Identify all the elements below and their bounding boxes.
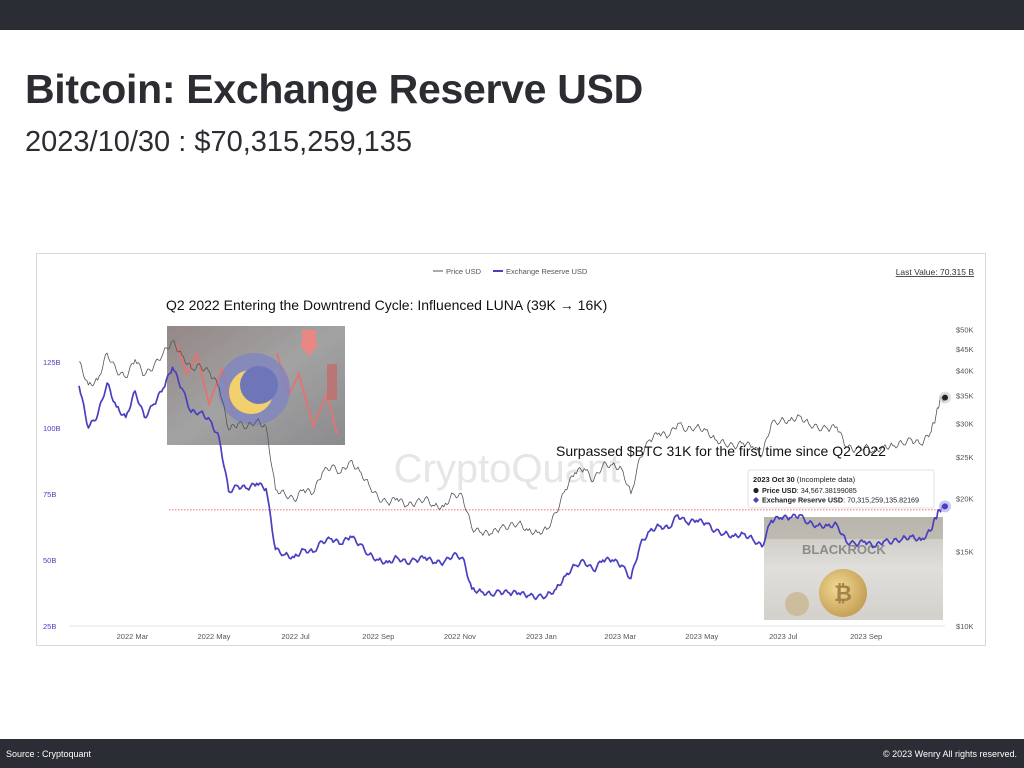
y-left-tick-label: 75B — [43, 490, 56, 499]
y-right-tick-label: $50K — [956, 326, 974, 335]
y-left-tick-label: 125B — [43, 358, 61, 367]
y-right-tick-label: $40K — [956, 367, 974, 376]
x-tick-label: 2023 Sep — [850, 632, 882, 641]
footer-bar: Source : Cryptoquant © 2023 Wenry All ri… — [0, 739, 1024, 768]
exchange-reserve-line[interactable] — [78, 366, 946, 601]
x-tick-label: 2023 Mar — [604, 632, 636, 641]
svg-text:Price USD: 34,567.38199085: Price USD: 34,567.38199085 — [762, 486, 857, 495]
x-tick-label: 2023 Jan — [526, 632, 557, 641]
top-bar — [0, 0, 1024, 30]
x-tick-label: 2022 Sep — [362, 632, 394, 641]
svg-text:BLACKROCK: BLACKROCK — [802, 542, 886, 557]
annotation-luna: Q2 2022 Entering the Downtrend Cycle: In… — [166, 297, 607, 313]
legend-item-price[interactable]: Price USD — [433, 267, 482, 276]
x-tick-label: 2022 Nov — [444, 632, 476, 641]
x-tick-label: 2022 May — [198, 632, 231, 641]
chart-panel: Price USD Exchange Reserve USD Last Valu… — [36, 253, 986, 646]
luna-crash-image — [167, 326, 345, 445]
x-tick-label: 2022 Mar — [117, 632, 149, 641]
y-left-tick-label: 25B — [43, 622, 56, 631]
legend-item-reserve[interactable]: Exchange Reserve USD — [493, 267, 588, 276]
chart-legend: Price USD Exchange Reserve USD — [433, 267, 588, 276]
watermark: CryptoQuant — [394, 447, 621, 491]
y-right-tick-label: $30K — [956, 420, 974, 429]
exchange-reserve-chart[interactable]: Price USD Exchange Reserve USD Last Valu… — [37, 254, 985, 645]
y-right-tick-label: $25K — [956, 453, 974, 462]
svg-text:Price USD: Price USD — [446, 267, 482, 276]
y-right-tick-label: $10K — [956, 622, 974, 631]
footer-copyright: © 2023 Wenry All rights reserved. — [882, 749, 1017, 759]
y-right-tick-label: $20K — [956, 494, 974, 503]
x-tick-label: 2023 Jul — [769, 632, 798, 641]
footer-source: Source : Cryptoquant — [6, 749, 92, 759]
svg-text:Exchange Reserve USD: Exchange Reserve USD — [506, 267, 588, 276]
y-left-tick-label: 50B — [43, 556, 56, 565]
svg-text:Exchange Reserve USD: 70,315,2: Exchange Reserve USD: 70,315,259,135.821… — [762, 496, 919, 505]
y-right-tick-label: $15K — [956, 547, 974, 556]
page-subtitle: 2023/10/30 : $70,315,259,135 — [25, 126, 413, 158]
annotation-31k: Surpassed $BTC 31K for the first time si… — [556, 443, 886, 459]
reserve-marker[interactable] — [942, 503, 948, 510]
last-value-label: Last Value: 70.315 B — [896, 267, 975, 277]
svg-text:2023 Oct 30 (Incomplete data): 2023 Oct 30 (Incomplete data) — [753, 475, 856, 484]
price-marker[interactable] — [942, 394, 948, 401]
y-left-tick-label: 100B — [43, 424, 61, 433]
x-tick-label: 2023 May — [685, 632, 718, 641]
price-line[interactable] — [78, 340, 946, 536]
y-right-tick-label: $45K — [956, 345, 974, 354]
chart-tooltip: 2023 Oct 30 (Incomplete data) Price USD:… — [747, 469, 935, 509]
page-title: Bitcoin: Exchange Reserve USD — [25, 66, 643, 112]
blackrock-bitcoin-image: BLACKROCK ₿ — [764, 517, 943, 620]
x-tick-label: 2022 Jul — [281, 632, 310, 641]
y-right-tick-label: $35K — [956, 391, 974, 400]
svg-text:₿: ₿ — [834, 581, 852, 606]
